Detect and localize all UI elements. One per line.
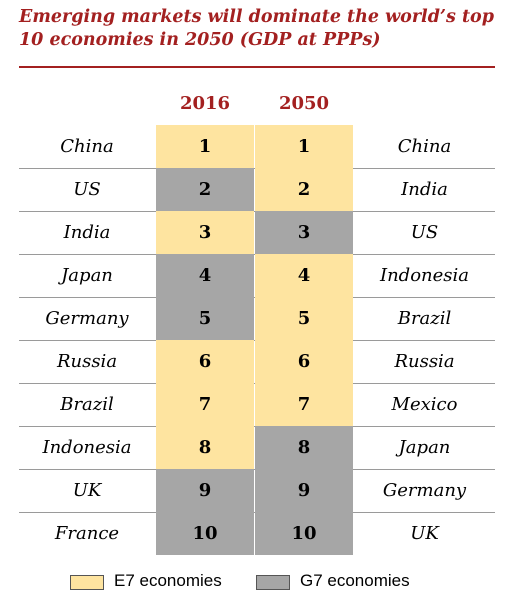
rank-cell-2016: 8 xyxy=(156,426,254,469)
rank-cell-2016: 5 xyxy=(156,297,254,340)
table-row: India 3 3 US xyxy=(19,211,495,254)
country-2016: UK xyxy=(72,480,102,501)
table-row: China 1 1 China xyxy=(19,125,495,168)
table-row: Brazil 7 7 Mexico xyxy=(19,383,495,426)
rank-cell-2016: 1 xyxy=(156,125,254,168)
rank-cell-2016: 4 xyxy=(156,254,254,297)
rank-cell-2050: 5 xyxy=(255,297,353,340)
country-2050: India xyxy=(401,179,448,200)
country-2016: France xyxy=(54,523,120,544)
title-divider xyxy=(19,66,495,68)
table-row: Indonesia 8 8 Japan xyxy=(19,426,495,469)
rank-cell-2050: 3 xyxy=(255,211,353,254)
country-2050: Brazil xyxy=(397,308,452,329)
rank-cell-2050: 6 xyxy=(255,340,353,383)
country-2050: UK xyxy=(410,523,439,544)
rank-cell-2016: 7 xyxy=(156,383,254,426)
legend-label-e7: E7 economies xyxy=(114,571,222,590)
rank-cell-2016: 2 xyxy=(156,168,254,211)
table-row: Germany 5 5 Brazil xyxy=(19,297,495,340)
legend-swatch-e7 xyxy=(70,575,104,590)
table-row: Japan 4 4 Indonesia xyxy=(19,254,495,297)
table-row: UK 9 9 Germany xyxy=(19,469,495,512)
rank-cell-2050: 9 xyxy=(255,469,353,512)
country-2016: India xyxy=(63,222,111,243)
rank-cell-2050: 7 xyxy=(255,383,353,426)
rank-cell-2016: 3 xyxy=(156,211,254,254)
table-row: US 2 2 India xyxy=(19,168,495,211)
table-row: France 10 10 UK xyxy=(19,512,495,555)
table-row: Russia 6 6 Russia xyxy=(19,340,495,383)
rank-cell-2050: 2 xyxy=(255,168,353,211)
country-2016: Germany xyxy=(45,308,129,329)
country-2016: China xyxy=(60,136,114,157)
country-2016: Russia xyxy=(56,351,118,372)
chart-title: Emerging markets will dominate the world… xyxy=(19,7,494,50)
rank-cell-2050: 1 xyxy=(255,125,353,168)
rank-cell-2050: 4 xyxy=(255,254,353,297)
country-2050: China xyxy=(397,136,452,157)
column-header-2016: 2016 xyxy=(179,93,231,114)
country-2050: Russia xyxy=(394,351,455,372)
rank-cell-2016: 10 xyxy=(156,512,254,555)
legend-label-g7: G7 economies xyxy=(300,571,410,590)
country-2016: US xyxy=(73,179,101,200)
country-2050: US xyxy=(410,222,439,243)
country-2050: Indonesia xyxy=(379,265,470,286)
rank-cell-2050: 8 xyxy=(255,426,353,469)
country-2050: Germany xyxy=(382,480,467,501)
rank-cell-2050: 10 xyxy=(255,512,353,555)
country-2050: Mexico xyxy=(391,394,458,415)
rank-cell-2016: 9 xyxy=(156,469,254,512)
country-2050: Japan xyxy=(398,437,451,458)
legend-swatch-g7 xyxy=(256,575,290,590)
column-header-2050: 2050 xyxy=(278,93,330,114)
country-2016: Brazil xyxy=(60,394,114,415)
country-2016: Indonesia xyxy=(42,437,132,458)
rank-cell-2016: 6 xyxy=(156,340,254,383)
country-2016: Japan xyxy=(61,265,113,286)
